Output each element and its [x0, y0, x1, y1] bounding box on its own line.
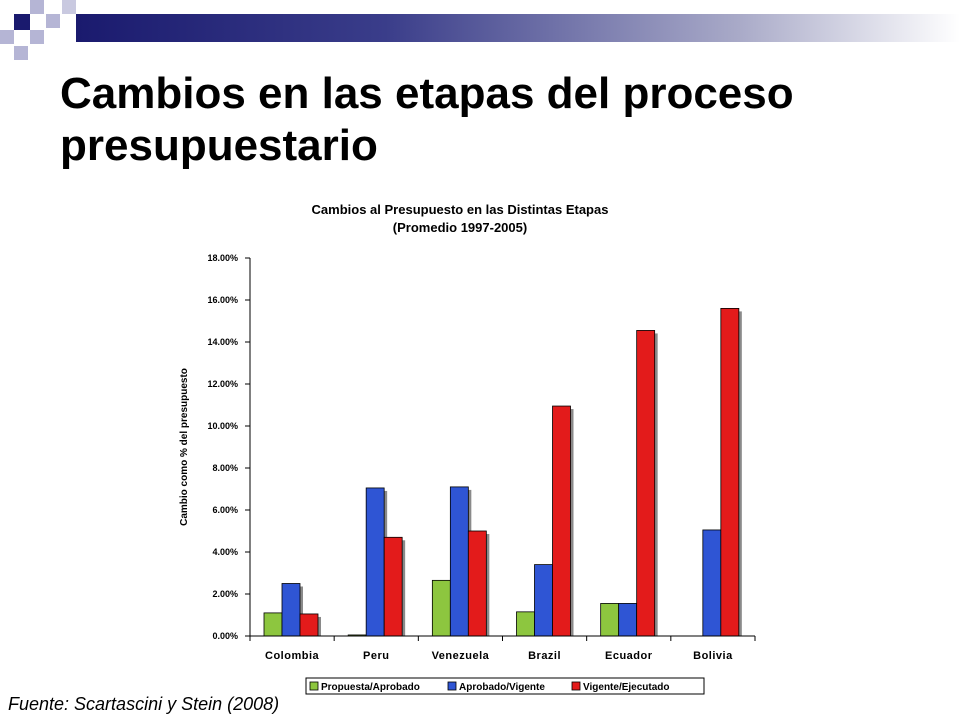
x-tick-label: Colombia: [265, 650, 319, 662]
legend-box: [305, 677, 705, 695]
decoration-square-light: [14, 46, 28, 60]
bar-propuesta-aprobado-colombia: [263, 612, 283, 637]
y-tick-label: 10.00%: [207, 421, 238, 431]
legend-swatch: [571, 681, 581, 691]
bar-vigente-ejecutado-colombia: [299, 613, 319, 637]
legend-label: Vigente/Ejecutado: [583, 682, 670, 693]
slide-title: Cambios en las etapas del proceso presup…: [60, 69, 794, 170]
x-tick-label: Brazil: [528, 650, 561, 662]
decoration-square-light: [30, 30, 44, 44]
header-gradient-bar: [76, 14, 960, 42]
chart-subtitle: (Promedio 1997-2005): [393, 220, 527, 235]
decoration-square-light: [62, 0, 76, 14]
legend-swatch: [309, 681, 319, 691]
x-tick-label: Peru: [363, 650, 389, 662]
x-tick-label: Venezuela: [432, 650, 490, 662]
y-axis-label: Cambio como % del presupuesto: [179, 368, 190, 526]
bar-vigente-ejecutado-bolivia: [720, 307, 740, 637]
y-tick-label: 0.00%: [212, 631, 238, 641]
bar-aprobado-vigente-colombia: [281, 583, 301, 637]
y-tick-label: 14.00%: [207, 337, 238, 347]
source-citation: Fuente: Scartascini y Stein (2008): [8, 694, 280, 714]
decoration-square-light: [0, 30, 14, 44]
y-tick-label: 4.00%: [212, 547, 238, 557]
bar-aprobado-vigente-venezuela: [449, 486, 469, 637]
y-tick-label: 8.00%: [212, 463, 238, 473]
bar-vigente-ejecutado-venezuela: [467, 530, 487, 637]
y-tick-label: 12.00%: [207, 379, 238, 389]
legend-label: Propuesta/Aprobado: [321, 682, 420, 693]
bar-aprobado-vigente-brazil: [534, 564, 553, 637]
bar-propuesta-aprobado-brazil: [516, 611, 535, 637]
x-tick-label: Ecuador: [605, 650, 653, 662]
y-tick-label: 16.00%: [207, 295, 238, 305]
chart-title: Cambios al Presupuesto en las Distintas …: [312, 202, 609, 217]
y-tick-label: 18.00%: [207, 253, 238, 263]
decoration-square-light: [30, 0, 44, 14]
decoration-square-dark: [14, 14, 30, 30]
bar-propuesta-aprobado-venezuela: [431, 579, 451, 637]
bar-vigente-ejecutado-ecuador: [636, 330, 656, 637]
bar-vigente-ejecutado-brazil: [552, 405, 571, 637]
decoration-square-light: [46, 14, 60, 28]
y-tick-label: 6.00%: [212, 505, 238, 515]
legend-label: Aprobado/Vigente: [459, 682, 545, 693]
bar-propuesta-aprobado-ecuador: [600, 603, 620, 637]
bar-aprobado-vigente-bolivia: [702, 529, 722, 637]
bar-vigente-ejecutado-peru: [383, 536, 403, 637]
x-tick-label: Bolivia: [693, 650, 733, 662]
bar-aprobado-vigente-ecuador: [618, 603, 638, 637]
legend-swatch: [447, 681, 457, 691]
bar-aprobado-vigente-peru: [365, 487, 385, 637]
y-tick-label: 2.00%: [212, 589, 238, 599]
